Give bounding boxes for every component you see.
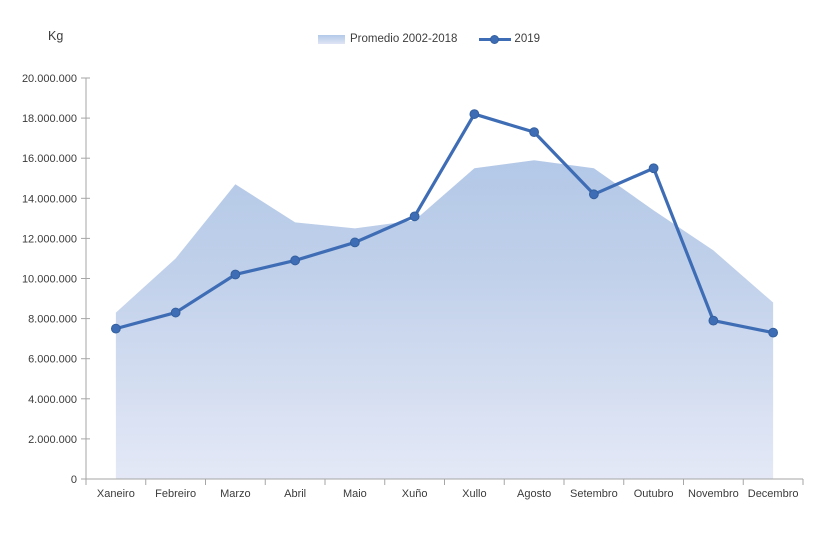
line-dot-marker-icon — [479, 34, 512, 44]
x-axis-ticks: Xaneiro Febreiro Marzo Abril Maio Xuño Xullo Ag… — [85, 479, 804, 500]
y-axis-tick-label: 8.000.000 — [28, 314, 77, 326]
data-point-marker — [648, 163, 659, 174]
y-axis-ticks: 0 2.000.000 4.000.000 6.000.000 8.000.000 10.… — [22, 73, 90, 486]
y-axis-tick-label: 16.000.000 — [22, 153, 77, 165]
x-axis-category-label: Febreiro — [155, 488, 196, 500]
y-axis-tick-label: 4.000.000 — [28, 394, 77, 406]
y-axis-tick-label: 12.000.000 — [22, 233, 77, 245]
x-axis-category-label: Xuño — [402, 488, 428, 500]
x-axis-category-label: Maio — [343, 488, 367, 500]
data-point-marker — [529, 127, 540, 138]
x-axis-category-label: Xaneiro — [97, 488, 135, 500]
data-point-marker — [170, 307, 181, 318]
data-point-marker — [409, 211, 420, 222]
area-series-shape — [115, 160, 774, 479]
x-axis-category-label: Xullo — [462, 488, 486, 500]
data-point-marker — [588, 189, 599, 200]
x-axis-category-label: Novembro — [688, 488, 739, 500]
data-point-marker — [290, 255, 301, 266]
data-point-marker — [349, 237, 360, 248]
y-axis-tick-label: 2.000.000 — [28, 434, 77, 446]
area-swatch-icon — [318, 34, 345, 44]
data-point-marker — [230, 269, 241, 280]
legend-item-2019: 2019 — [479, 33, 540, 45]
x-axis-category-label: Marzo — [220, 488, 251, 500]
x-axis-category-label: Decembro — [748, 488, 799, 500]
data-point-marker — [469, 109, 480, 119]
y-axis-tick-label: 14.000.000 — [22, 193, 77, 205]
data-point-marker — [708, 315, 719, 326]
y-axis-tick-label: 0 — [71, 474, 77, 486]
legend-label-promedio: Promedio 2002-2018 — [350, 33, 458, 45]
x-axis-category-label: Outubro — [634, 488, 674, 500]
y-axis-tick-label: 18.000.000 — [22, 113, 77, 125]
y-axis-unit-label: Kg — [48, 29, 64, 43]
x-axis-category-label: Setembro — [570, 488, 618, 500]
area-series-promedio — [115, 160, 774, 479]
line-series-2019 — [110, 109, 779, 338]
y-axis-tick-label: 6.000.000 — [28, 354, 77, 366]
y-axis-tick-label: 20.000.000 — [22, 73, 77, 85]
y-axis-tick-label: 10.000.000 — [22, 274, 77, 286]
legend-item-promedio: Promedio 2002-2018 — [318, 33, 457, 45]
x-axis-category-label: Abril — [284, 488, 306, 500]
x-axis-category-label: Agosto — [517, 488, 551, 500]
line-series-path — [114, 112, 775, 335]
legend-label-2019: 2019 — [514, 33, 541, 45]
data-point-marker — [110, 323, 121, 334]
data-point-marker — [768, 327, 779, 338]
chart-legend: Promedio 2002-2018 2019 — [318, 33, 540, 45]
